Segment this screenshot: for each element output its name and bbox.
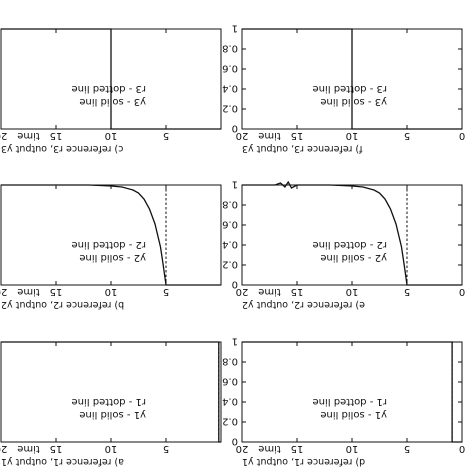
y-tick-label: 0.2 bbox=[222, 103, 238, 114]
y-tick-label: 1 bbox=[232, 23, 238, 34]
chart-panel: 5 10 15 20 time y3 - solid line r3 - dotted li… bbox=[0, 28, 222, 154]
reference-series-line bbox=[1, 28, 221, 130]
y-tick-label: 0 bbox=[232, 279, 238, 290]
y-tick-label: 0 bbox=[232, 123, 238, 134]
y-tick-label: 0.4 bbox=[222, 83, 238, 94]
x-tick-label: 20 bbox=[0, 130, 7, 141]
legend-entry: y2 - solid line bbox=[79, 252, 146, 263]
panel-caption: c) reference r3, output y3 bbox=[1, 143, 123, 154]
x-tick-label: 10 bbox=[346, 286, 359, 297]
y-tick-label: 0.6 bbox=[222, 63, 238, 74]
panel-caption: f) reference r3, output y3 bbox=[242, 143, 362, 154]
legend-entry: y2 - solid line bbox=[320, 252, 387, 263]
x-tick-label: 15 bbox=[291, 286, 304, 297]
legend-entry: r3 - dotted line bbox=[313, 83, 387, 94]
x-tick-label: 10 bbox=[105, 443, 118, 454]
x-axis-label: time bbox=[258, 286, 281, 297]
y-tick-label: 0.6 bbox=[222, 376, 238, 387]
x-tick-label: 10 bbox=[105, 286, 118, 297]
output-series-line bbox=[1, 341, 221, 443]
y-tick-label: 1 bbox=[232, 179, 238, 190]
x-tick-label: 10 bbox=[346, 443, 359, 454]
legend-entry: r3 - dotted line bbox=[72, 83, 146, 94]
reference-series-line bbox=[242, 28, 462, 130]
legend-entry: r2 - dotted line bbox=[313, 239, 387, 250]
chart-panel: 0 5 10 15 20 time 0 0.2 0.4 0.6 0.8 1 y1 - solid lin… bbox=[222, 336, 465, 468]
plot-frame bbox=[0, 184, 222, 286]
x-tick-label: 5 bbox=[404, 286, 410, 297]
panel-caption: d) reference r1, output y1 bbox=[242, 456, 365, 467]
x-tick-label: 20 bbox=[236, 286, 249, 297]
x-axis-label: time bbox=[258, 130, 281, 141]
x-tick-label: 0 bbox=[459, 286, 465, 297]
x-tick-label: 0 bbox=[459, 443, 465, 454]
y-tick-label: 1 bbox=[232, 336, 238, 347]
y-tick-label: 0.2 bbox=[222, 416, 238, 427]
x-tick-label: 10 bbox=[346, 130, 359, 141]
x-tick-label: 15 bbox=[291, 130, 304, 141]
output-series-line bbox=[242, 341, 462, 443]
x-axis-label: time bbox=[17, 286, 40, 297]
x-axis-label: time bbox=[258, 443, 281, 454]
chart-panel: 0 5 10 15 20 time 0 0.2 0.4 0.6 0.8 1 y2 - solid lin… bbox=[222, 179, 465, 311]
x-tick-label: 20 bbox=[236, 443, 249, 454]
reference-series-line bbox=[1, 184, 221, 286]
x-tick-label: 0 bbox=[459, 130, 465, 141]
legend-entry: y3 - solid line bbox=[79, 96, 146, 107]
legend-entry: r1 - dotted line bbox=[72, 396, 146, 407]
panel-caption: a) reference r1, output y1 bbox=[1, 456, 124, 467]
x-tick-label: 5 bbox=[404, 130, 410, 141]
y-tick-label: 0.8 bbox=[222, 199, 238, 210]
y-tick-label: 0.2 bbox=[222, 259, 238, 270]
reference-series-line bbox=[242, 341, 462, 443]
plot-frame bbox=[0, 341, 222, 443]
chart-panel: 5 10 15 20 time y2 - solid line r2 - dotted li… bbox=[0, 184, 222, 310]
output-series-line bbox=[242, 180, 462, 286]
legend-entry: y1 - solid line bbox=[320, 409, 387, 420]
legend-entry: r1 - dotted line bbox=[313, 396, 387, 407]
x-tick-label: 10 bbox=[105, 130, 118, 141]
y-tick-label: 0.8 bbox=[222, 43, 238, 54]
legend-entry: y1 - solid line bbox=[79, 409, 146, 420]
panel-caption: b) reference r2, output y2 bbox=[1, 299, 124, 310]
plot-frame bbox=[241, 184, 463, 286]
y-tick-label: 0.4 bbox=[222, 239, 238, 250]
output-series-line bbox=[1, 184, 221, 286]
legend-entry: r2 - dotted line bbox=[72, 239, 146, 250]
y-tick-label: 0 bbox=[232, 436, 238, 447]
x-tick-label: 5 bbox=[163, 130, 169, 141]
chart-panel: 5 10 15 20 time y1 - solid line r1 - dotted li… bbox=[0, 341, 222, 467]
x-tick-label: 20 bbox=[0, 443, 7, 454]
panel-caption: e) reference r2, output y2 bbox=[242, 299, 365, 310]
y-tick-label: 0.8 bbox=[222, 356, 238, 367]
x-tick-label: 15 bbox=[50, 286, 63, 297]
y-tick-label: 0.4 bbox=[222, 396, 238, 407]
x-tick-label: 15 bbox=[291, 443, 304, 454]
x-tick-label: 5 bbox=[163, 286, 169, 297]
x-tick-label: 20 bbox=[0, 286, 7, 297]
x-tick-label: 20 bbox=[236, 130, 249, 141]
x-axis-label: time bbox=[17, 443, 40, 454]
x-tick-label: 15 bbox=[50, 130, 63, 141]
x-tick-label: 15 bbox=[50, 443, 63, 454]
reference-series-line bbox=[1, 341, 221, 443]
x-tick-label: 5 bbox=[404, 443, 410, 454]
y-tick-label: 0.6 bbox=[222, 219, 238, 230]
x-tick-label: 5 bbox=[163, 443, 169, 454]
legend-entry: y3 - solid line bbox=[320, 96, 387, 107]
plot-frame bbox=[241, 341, 463, 443]
chart-panel: 0 5 10 15 20 time 0 0.2 0.4 0.6 0.8 1 y3 - solid lin… bbox=[222, 23, 465, 155]
x-axis-label: time bbox=[17, 130, 40, 141]
reference-series-line bbox=[242, 184, 462, 286]
